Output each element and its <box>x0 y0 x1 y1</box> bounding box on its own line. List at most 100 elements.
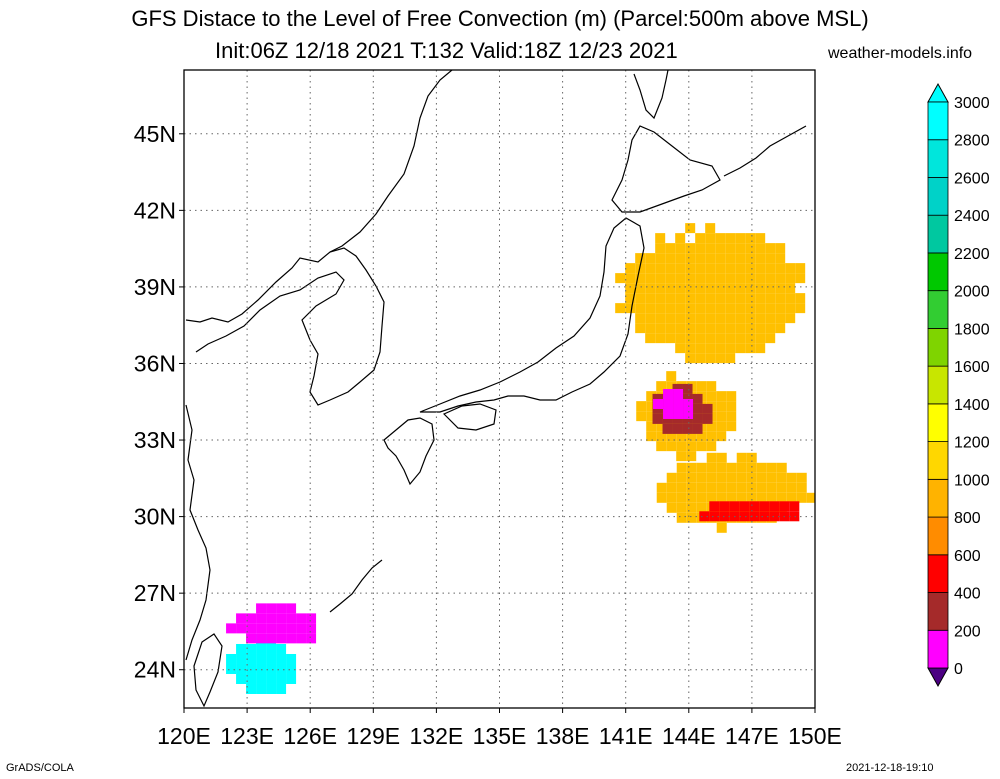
field-cell <box>715 273 726 284</box>
colorbar-swatch <box>927 365 949 405</box>
field-cell <box>655 263 666 274</box>
field-cell <box>706 462 717 473</box>
field-cell <box>256 633 267 644</box>
field-cell <box>749 511 760 522</box>
field-cell <box>656 441 667 452</box>
field-cell <box>286 623 297 634</box>
field-cell <box>695 263 706 274</box>
field-cell <box>726 401 737 412</box>
field-cell <box>685 343 696 354</box>
field-cell <box>705 303 716 314</box>
field-cell <box>765 293 776 304</box>
field-cell <box>776 472 787 483</box>
field-cell <box>676 472 687 483</box>
colorbar-label: 2600 <box>954 170 990 187</box>
field-cell <box>715 243 726 254</box>
field-cell <box>795 273 806 284</box>
field-cell <box>775 253 786 264</box>
colorbar-swatch <box>927 403 949 443</box>
field-cell <box>765 273 776 284</box>
field-cell <box>695 233 706 244</box>
field-cell <box>666 472 677 483</box>
field-cell <box>755 333 766 344</box>
field-cell <box>695 343 706 354</box>
field-cell <box>675 243 686 254</box>
field-cell <box>725 343 736 354</box>
field-cell <box>686 502 697 513</box>
field-cell <box>696 381 707 392</box>
lon-tick-label: 132E <box>410 723 464 749</box>
field-cell <box>685 293 696 304</box>
field-cell <box>646 401 657 412</box>
field-cell <box>735 233 746 244</box>
field-cell <box>266 643 277 654</box>
field-cell <box>736 492 747 503</box>
field-ryukyu-magenta <box>226 603 317 644</box>
field-cell <box>246 613 257 624</box>
field-cell <box>286 603 297 614</box>
field-cell <box>236 643 247 654</box>
field-south-pacific-red <box>699 501 800 522</box>
field-cell <box>725 273 736 284</box>
field-cell <box>692 403 703 414</box>
field-cell <box>676 492 687 503</box>
field-cell <box>653 399 664 409</box>
footer-right-text: 2021-12-18-19:10 <box>846 762 934 774</box>
field-cell <box>226 623 237 634</box>
field-cell <box>625 283 636 294</box>
field-cell <box>716 462 727 473</box>
field-cell <box>226 653 237 664</box>
field-cell <box>246 653 257 664</box>
field-cell <box>675 293 686 304</box>
field-cell <box>226 663 237 674</box>
colorbar-label: 1200 <box>954 435 990 452</box>
coast-kyushu <box>383 417 435 486</box>
field-cell <box>726 462 737 473</box>
lat-tick-label: 42N <box>134 197 176 223</box>
field-cell <box>716 421 727 432</box>
field-cell <box>655 293 666 304</box>
field-cell <box>795 263 806 274</box>
field-cell <box>276 673 287 684</box>
field-cell <box>736 482 747 493</box>
field-cell <box>695 253 706 264</box>
field-cell <box>719 501 730 512</box>
lat-tick-label: 36N <box>134 350 176 376</box>
colorbar-swatch <box>927 214 949 254</box>
field-cell <box>769 501 780 512</box>
colorbar-label: 2400 <box>954 208 990 225</box>
field-cell <box>256 663 267 674</box>
field-cell <box>726 421 737 432</box>
field-cell <box>646 391 657 402</box>
field-cell <box>672 423 683 434</box>
field-cell <box>716 482 727 493</box>
field-cell <box>765 313 776 324</box>
field-cell <box>735 313 746 324</box>
field-cell <box>256 623 267 634</box>
field-cell <box>705 243 716 254</box>
coastline-layer <box>185 70 807 708</box>
field-cell <box>715 343 726 354</box>
field-cell <box>656 381 667 392</box>
field-cell <box>739 511 750 522</box>
field-cell <box>635 273 646 284</box>
field-cell <box>755 303 766 314</box>
field-cell <box>766 492 777 503</box>
field-cell <box>236 623 247 634</box>
field-cell <box>745 283 756 294</box>
colorbar-swatch <box>927 516 949 556</box>
field-cell <box>796 492 807 503</box>
field-cell <box>256 653 267 664</box>
coast-china <box>185 404 211 661</box>
field-cell <box>795 293 806 304</box>
field-cell <box>645 253 656 264</box>
field-cell <box>705 223 716 234</box>
field-cell <box>256 643 267 654</box>
field-cell <box>726 411 737 422</box>
field-cell <box>745 273 756 284</box>
field-cell <box>705 253 716 264</box>
field-cell <box>655 333 666 344</box>
field-cell <box>666 492 677 503</box>
field-cell <box>635 253 646 264</box>
field-cell <box>755 263 766 274</box>
